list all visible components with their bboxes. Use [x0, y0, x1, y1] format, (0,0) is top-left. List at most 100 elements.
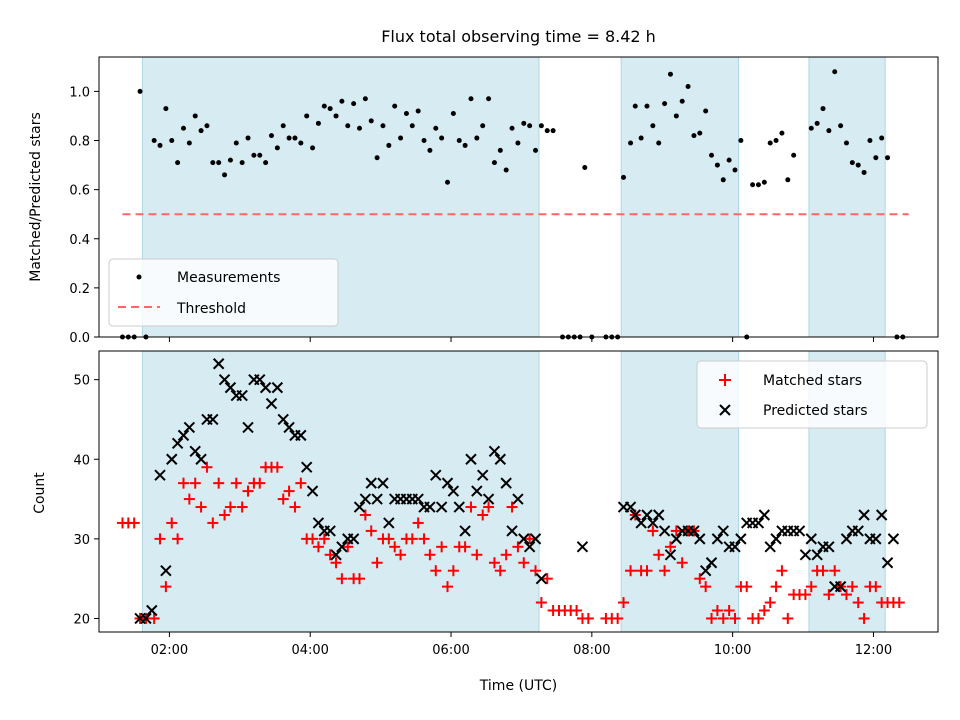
- measurement-point: [638, 135, 644, 141]
- predicted-star-point: [529, 533, 542, 545]
- predicted-star-point: [506, 525, 518, 537]
- legend-matched-marker: [719, 374, 731, 386]
- measurement-point: [450, 110, 456, 116]
- predicted-star-point: [658, 525, 671, 537]
- matched-star-point: [166, 517, 178, 529]
- predicted-star-point: [758, 509, 771, 521]
- measurement-point: [169, 138, 175, 144]
- top-y-tick-label: 0.4: [69, 233, 90, 248]
- top-y-tick-label: 0.0: [69, 331, 90, 346]
- measurement-point: [826, 128, 832, 134]
- measurement-point: [137, 88, 143, 94]
- measurement-point: [679, 98, 685, 104]
- matched-star-point: [752, 612, 764, 624]
- predicted-star-point: [453, 501, 465, 513]
- predicted-star-point: [459, 525, 471, 537]
- matched-star-point: [395, 549, 407, 561]
- matched-star-point: [436, 541, 448, 553]
- top-legend: Measurements Threshold: [108, 258, 339, 327]
- matched-star-point: [676, 557, 688, 569]
- predicted-star-point: [465, 453, 477, 465]
- predicted-star-point: [353, 501, 366, 513]
- predicted-star-point: [688, 525, 700, 537]
- predicted-star-point: [254, 373, 266, 386]
- matched-star-point: [664, 541, 676, 553]
- matched-star-point: [160, 581, 172, 593]
- measurement-point: [726, 157, 732, 163]
- measurement-point: [838, 123, 844, 129]
- measurement-point: [456, 138, 462, 144]
- matched-star-point: [799, 589, 811, 601]
- bottom-y-tick-label: 30: [73, 533, 90, 548]
- predicted-star-point: [482, 493, 495, 505]
- predicted-star-point: [377, 477, 389, 489]
- predicted-star-point: [705, 557, 718, 569]
- measurement-point: [703, 108, 709, 114]
- predicted-star-point: [523, 541, 536, 553]
- matched-star-point: [465, 501, 477, 513]
- measurement-point: [544, 128, 550, 134]
- matched-star-point: [758, 605, 770, 617]
- predicted-star-point: [371, 493, 383, 505]
- predicted-star-point: [870, 533, 882, 545]
- matched-star-point: [770, 581, 782, 593]
- measurement-point: [210, 160, 216, 166]
- measurement-point: [445, 179, 451, 185]
- legend-predicted-label: Predicted stars: [763, 403, 868, 419]
- predicted-star-point: [576, 541, 589, 553]
- matched-star-point: [230, 477, 242, 489]
- bottom-y-tick-label: 50: [73, 374, 90, 389]
- predicted-star-point: [471, 485, 483, 497]
- measurement-point: [662, 101, 668, 107]
- measurement-point: [151, 138, 157, 144]
- predicted-star-point: [635, 517, 647, 529]
- top-legend-box: [108, 258, 339, 327]
- measurement-point: [351, 101, 357, 107]
- predicted-star-point: [236, 389, 248, 402]
- predicted-star-point: [330, 549, 342, 561]
- measurement-point: [198, 128, 204, 134]
- predicted-star-point: [154, 469, 166, 481]
- matched-star-point: [647, 525, 659, 537]
- measurement-point: [832, 69, 838, 75]
- measurement-point: [779, 130, 785, 136]
- measurement-point: [503, 167, 509, 173]
- predicted-star-point: [295, 429, 307, 442]
- matched-star-point: [213, 477, 225, 489]
- predicted-star-point: [435, 501, 448, 513]
- measurement-point: [621, 174, 627, 180]
- matched-star-point: [148, 612, 160, 624]
- measurement-point: [867, 138, 873, 144]
- measurement-point: [632, 103, 638, 109]
- matched-star-point: [782, 612, 794, 624]
- predicted-star-point: [324, 525, 336, 537]
- measurement-point: [628, 140, 634, 146]
- measurement-point: [885, 155, 891, 161]
- measurement-point: [785, 177, 791, 183]
- x-axis-label: Time (UTC): [479, 678, 557, 694]
- matched-star-point: [541, 573, 553, 585]
- matched-star-point: [711, 605, 723, 617]
- measurement-point: [415, 108, 421, 114]
- predicted-star-point: [840, 533, 853, 545]
- matched-star-point: [189, 477, 201, 489]
- measurement-point: [380, 123, 386, 129]
- predicted-star-point: [447, 485, 460, 497]
- measurement-point: [345, 123, 351, 129]
- observing-window-band: [808, 57, 886, 337]
- matched-star-point: [858, 612, 870, 624]
- measurement-point: [251, 152, 257, 158]
- matched-star-point: [700, 581, 712, 593]
- matched-star-point: [535, 597, 547, 609]
- measurement-point: [433, 125, 439, 131]
- matched-star-point: [653, 549, 665, 561]
- observing-window-band: [142, 351, 540, 632]
- matched-star-point: [494, 565, 506, 577]
- predicted-star-point: [306, 485, 319, 497]
- measurement-point: [497, 147, 503, 153]
- matched-star-point: [195, 501, 207, 513]
- predicted-star-point: [535, 572, 548, 585]
- measurement-point: [468, 96, 474, 102]
- measurement-point: [509, 125, 515, 131]
- predicted-star-point: [735, 533, 747, 545]
